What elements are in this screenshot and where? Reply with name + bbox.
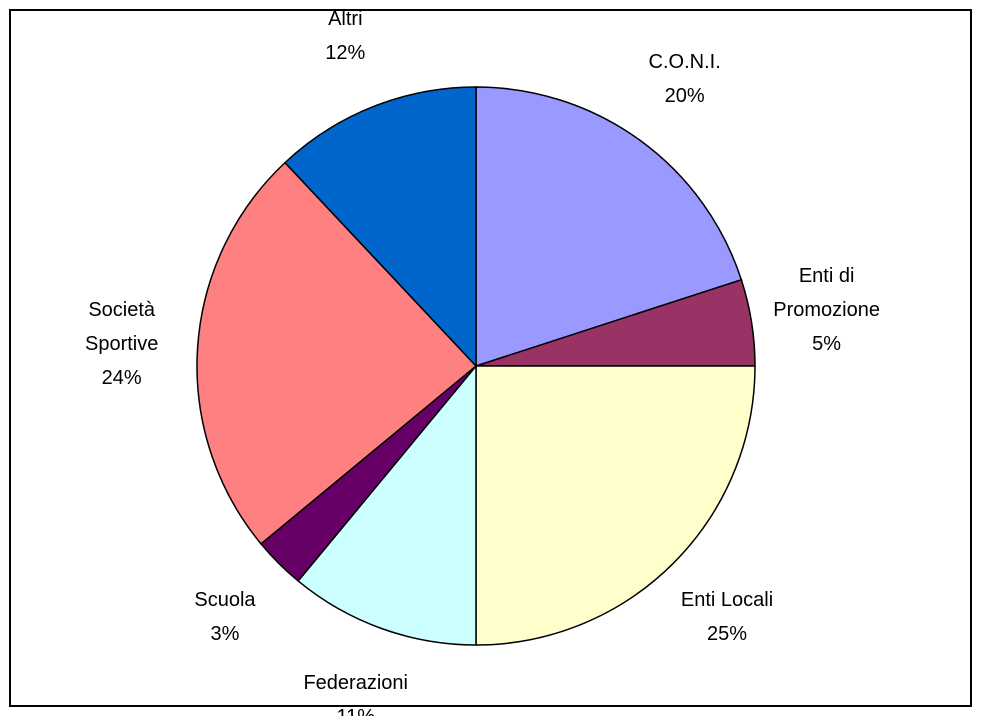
pie-slice (297, 363, 477, 646)
value-label: 11% (291, 700, 421, 716)
category-label: Scuola (194, 589, 256, 612)
slice-label: Enti Locali 25% (662, 583, 792, 651)
category-label: Enti di Promozione (773, 265, 880, 322)
value-label: 20% (664, 84, 705, 107)
slice-label: Società Sportive 24% (57, 293, 187, 395)
slice-label: Federazioni 11% (291, 666, 421, 716)
value-label: 3% (210, 623, 240, 646)
pie-slice (475, 86, 743, 368)
category-label: Altri (328, 7, 363, 30)
slice-label: Altri 12% (280, 2, 410, 70)
value-label: 5% (812, 333, 842, 356)
slice-label: C.O.N.I. 20% (620, 45, 750, 113)
pie-slice (283, 86, 477, 368)
slice-label: Enti di Promozione 5% (762, 259, 892, 361)
slice-label: Scuola 3% (160, 583, 290, 651)
pie-slice (475, 365, 756, 646)
category-label: Federazioni (303, 672, 408, 694)
value-label: 25% (707, 623, 748, 646)
pie-slice (196, 161, 478, 545)
value-label: 12% (325, 41, 366, 64)
category-label: Enti Locali (680, 589, 774, 612)
category-label: Società Sportive (85, 298, 159, 355)
value-label: 24% (101, 366, 142, 389)
category-label: C.O.N.I. (648, 50, 721, 73)
